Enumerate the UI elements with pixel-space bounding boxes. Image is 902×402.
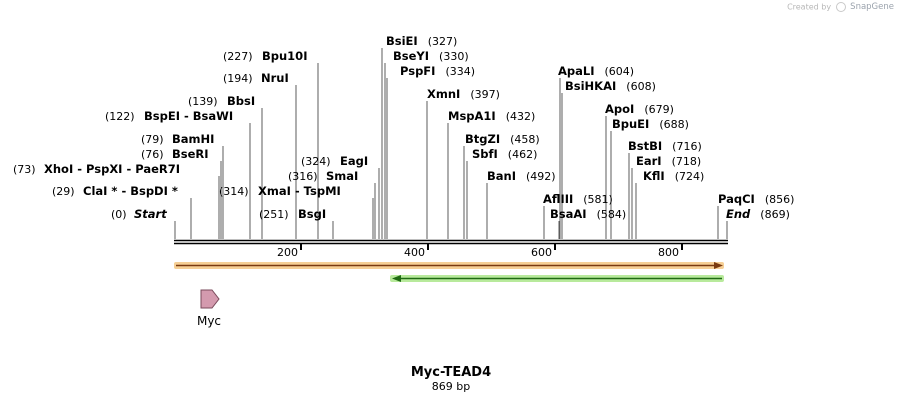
enzyme-position: (604) (605, 65, 635, 78)
enzyme-position: (29) (52, 185, 75, 198)
enzyme-name[interactable]: KflI (643, 169, 665, 183)
enzyme-position: (251) (259, 208, 289, 221)
enzyme-name[interactable]: PspFI (400, 64, 435, 78)
enzyme-position: (724) (675, 170, 705, 183)
enzyme-position: (458) (510, 133, 540, 146)
sequence-backbone (174, 239, 728, 245)
enzyme-name[interactable]: AflIII (543, 192, 573, 206)
enzyme-position: (79) (141, 133, 164, 146)
enzyme-name[interactable]: BpuEI (612, 117, 649, 131)
enzyme-name[interactable]: BamHI (172, 132, 214, 146)
enzyme-position: (327) (428, 35, 458, 48)
myc-feature-label: Myc (197, 314, 221, 328)
enzyme-position: (227) (223, 50, 253, 63)
map-title: Myc-TEAD4 (411, 365, 491, 380)
enzyme-name[interactable]: BsgI (298, 207, 326, 221)
enzyme-position: (330) (439, 50, 469, 63)
enzyme-name[interactable]: BstBI (628, 139, 662, 153)
map-length: 869 bp (432, 380, 470, 393)
enzyme-name[interactable]: SmaI (326, 169, 358, 183)
enzyme-name[interactable]: BtgZI (465, 132, 500, 146)
snapgene-watermark: Created by SnapGene (787, 2, 894, 12)
enzyme-name[interactable]: BbsI (227, 94, 255, 108)
enzyme-position: (679) (644, 103, 674, 116)
enzyme-name[interactable]: SbfI (472, 147, 498, 161)
enzyme-name[interactable]: BsiEI (386, 34, 418, 48)
enzyme-position: (122) (105, 110, 135, 123)
enzyme-position: (688) (659, 118, 689, 131)
enzyme-position: (73) (13, 163, 36, 176)
enzyme-position: (584) (597, 208, 627, 221)
enzyme-position: (716) (672, 140, 702, 153)
enzyme-name[interactable]: ApoI (605, 102, 634, 116)
enzyme-position: (194) (223, 72, 253, 85)
enzyme-name[interactable]: BseRI (172, 147, 209, 161)
enzyme-position: (76) (141, 148, 164, 161)
enzyme-position: (432) (506, 110, 536, 123)
watermark-prefix: Created by (787, 2, 832, 12)
enzyme-position: (581) (583, 193, 613, 206)
enzyme-position: (316) (288, 170, 318, 183)
ruler-tick-label: 800 (658, 246, 679, 259)
enzyme-position: (608) (626, 80, 656, 93)
enzyme-name[interactable]: XhoI - PspXI - PaeR7I (44, 162, 180, 176)
enzyme-name[interactable]: BseYI (393, 49, 429, 63)
myc-feature[interactable]: Myc (197, 289, 221, 328)
enzyme-name[interactable]: XmnI (427, 87, 460, 101)
enzyme-name[interactable]: BanI (487, 169, 516, 183)
snapgene-logo-icon (835, 2, 846, 12)
enzyme-name[interactable]: ApaLI (558, 64, 595, 78)
enzyme-position: (718) (672, 155, 702, 168)
enzyme-name[interactable]: NruI (261, 71, 289, 85)
enzyme-name[interactable]: BsiHKAI (565, 79, 616, 93)
enzyme-position: (0) (111, 208, 127, 221)
enzyme-name[interactable]: BsaAI (550, 207, 587, 221)
enzyme-name[interactable]: Start (134, 207, 167, 221)
enzyme-position: (492) (526, 170, 556, 183)
enzyme-position: (856) (765, 193, 795, 206)
enzyme-name[interactable]: XmaI - TspMI (258, 184, 341, 198)
enzyme-position: (334) (445, 65, 475, 78)
enzyme-name[interactable]: Bpu10I (262, 49, 307, 63)
enzyme-position: (869) (760, 208, 790, 221)
enzyme-name[interactable]: EarI (636, 154, 662, 168)
orange-feature-arrow[interactable] (174, 262, 724, 269)
enzyme-position: (314) (219, 185, 249, 198)
enzyme-position: (397) (470, 88, 500, 101)
green-feature-arrow[interactable] (390, 275, 724, 282)
watermark-brand: SnapGene (850, 2, 894, 12)
enzyme-name[interactable]: PaqCI (718, 192, 755, 206)
ruler-tick-label: 400 (404, 246, 425, 259)
enzyme-name[interactable]: BspEI - BsaWI (144, 109, 233, 123)
cut-site-lines (174, 48, 728, 239)
enzyme-position: (139) (188, 95, 218, 108)
enzyme-name[interactable]: ClaI * - BspDI * (83, 184, 178, 198)
enzyme-position: (462) (508, 148, 538, 161)
enzyme-position: (324) (301, 155, 331, 168)
enzyme-name[interactable]: EagI (340, 154, 368, 168)
myc-arrow-icon (200, 289, 220, 309)
enzyme-labels: Start (0) ClaI * - BspDI * (29) XhoI - PspXI… (13, 34, 794, 221)
enzyme-name[interactable]: End (726, 207, 751, 221)
enzyme-name[interactable]: MspA1I (448, 109, 496, 123)
ruler-tick-label: 600 (531, 246, 552, 259)
ruler-ticks: 200 400 600 800 (277, 244, 683, 259)
ruler-tick-label: 200 (277, 246, 298, 259)
